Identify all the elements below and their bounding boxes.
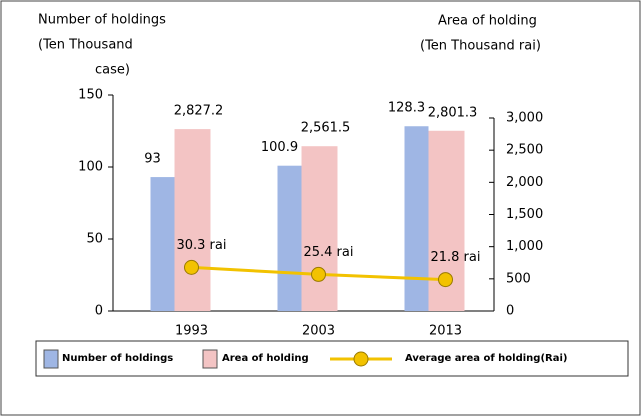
bar xyxy=(404,126,429,311)
x-tick-label: 2003 xyxy=(302,324,335,339)
bar xyxy=(150,177,175,311)
data-label: 21.8 rai xyxy=(430,250,480,265)
data-label: 100.9 xyxy=(261,140,298,155)
line-point xyxy=(438,272,453,288)
x-tick-label: 2013 xyxy=(429,324,462,339)
data-label: 93 xyxy=(144,152,161,167)
line-point xyxy=(184,259,199,275)
y-tick-label: 50 xyxy=(86,232,103,247)
legend-swatch xyxy=(202,349,218,369)
bar xyxy=(277,165,302,311)
line-point xyxy=(311,266,326,282)
bar xyxy=(174,129,211,311)
y-tick-label: 100 xyxy=(78,160,103,175)
y2-tick-label: 1,000 xyxy=(506,239,543,254)
y2-axis-title: Area of holding xyxy=(438,14,537,29)
y2-tick-label: 500 xyxy=(506,271,531,286)
y2-axis-title: (Ten Thousand rai) xyxy=(420,39,541,54)
data-label: 2,827.2 xyxy=(174,104,224,119)
y2-tick-label: 0 xyxy=(506,304,514,319)
bar xyxy=(301,146,338,311)
legend-label: Number of holdings xyxy=(62,353,173,364)
legend-swatch xyxy=(43,349,59,369)
y2-tick-label: 1,500 xyxy=(506,207,543,222)
y2-tick-label: 2,000 xyxy=(506,175,543,190)
y-axis-title: case) xyxy=(95,63,130,78)
y-axis-title: Number of holdings xyxy=(38,13,166,28)
y2-tick-label: 3,000 xyxy=(506,111,543,126)
y2-tick-label: 2,500 xyxy=(506,143,543,158)
data-label: 30.3 rai xyxy=(176,238,226,253)
data-label: 128.3 xyxy=(388,101,425,116)
y-axis-title: (Ten Thousand xyxy=(38,38,133,53)
x-tick-label: 1993 xyxy=(175,324,208,339)
legend-label: Average area of holding(Rai) xyxy=(405,353,567,364)
y-tick-label: 150 xyxy=(78,88,103,103)
data-label: 25.4 rai xyxy=(303,245,353,260)
data-label: 2,801.3 xyxy=(428,105,478,120)
legend-label: Area of holding xyxy=(222,353,309,364)
data-label: 2,561.5 xyxy=(301,121,351,136)
y-tick-label: 0 xyxy=(95,304,103,319)
legend-swatch xyxy=(353,351,369,367)
